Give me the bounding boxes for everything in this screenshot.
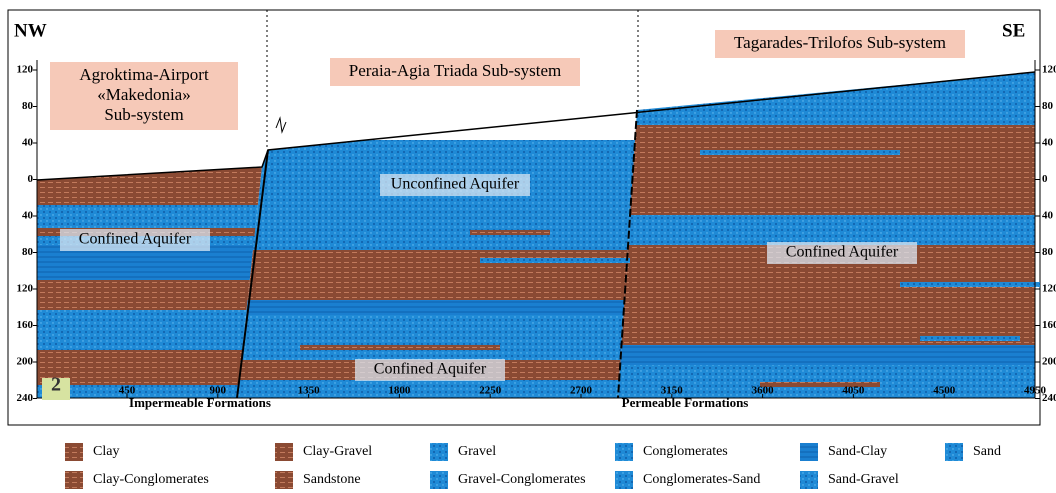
aquifer-label: Confined Aquifer bbox=[374, 361, 487, 378]
x-tick-label: 3600 bbox=[752, 385, 775, 397]
legend-label: Conglomerates bbox=[643, 444, 728, 459]
legend-swatch bbox=[275, 443, 293, 461]
x-tick-label: 2700 bbox=[570, 385, 593, 397]
legend-swatch bbox=[800, 443, 818, 461]
subsystem-label: Agroktima-Airport bbox=[79, 65, 209, 84]
formation-group: Impermeable Formations bbox=[129, 395, 271, 410]
y-tick-label: 40 bbox=[22, 137, 34, 149]
y-tick-label: 200 bbox=[1042, 356, 1056, 368]
y-tick-label: 80 bbox=[1042, 100, 1054, 112]
y-tick-label: 120 bbox=[1042, 64, 1056, 76]
legend-swatch bbox=[945, 443, 963, 461]
x-tick-label: 2250 bbox=[479, 385, 502, 397]
x-tick-label: 4500 bbox=[933, 385, 956, 397]
lens bbox=[700, 150, 900, 155]
legend-swatch bbox=[430, 471, 448, 489]
aquifer-label: Confined Aquifer bbox=[79, 231, 192, 248]
subsystem-label: Sub-system bbox=[104, 105, 183, 124]
x-tick-label: 900 bbox=[210, 385, 227, 397]
lens bbox=[670, 325, 800, 330]
legend-label: Clay bbox=[93, 444, 119, 459]
lens bbox=[480, 258, 630, 263]
legend-label: Sandstone bbox=[303, 472, 361, 487]
subsystem-label: Tagarades-Trilofos Sub-system bbox=[734, 33, 946, 52]
panel-number: 2 bbox=[51, 374, 61, 396]
y-tick-label: 160 bbox=[1042, 319, 1056, 331]
legend-swatch bbox=[615, 471, 633, 489]
legend-label: Gravel-Conglomerates bbox=[458, 472, 586, 487]
lens bbox=[900, 282, 1040, 287]
x-tick-label: 450 bbox=[119, 385, 136, 397]
lens bbox=[650, 262, 730, 267]
x-tick-label: 1800 bbox=[388, 385, 411, 397]
legend-swatch bbox=[65, 443, 83, 461]
x-tick-label: 4050 bbox=[842, 385, 865, 397]
formation-group: Permeable Formations bbox=[622, 395, 749, 410]
y-tick-label: 40 bbox=[1042, 137, 1054, 149]
direction: NW bbox=[14, 20, 47, 41]
legend-swatch bbox=[430, 443, 448, 461]
legend-label: Clay-Gravel bbox=[303, 444, 372, 459]
y-tick-label: 40 bbox=[1042, 210, 1054, 222]
y-tick-label: 0 bbox=[1042, 173, 1048, 185]
y-tick-label: 80 bbox=[22, 100, 34, 112]
direction: SE bbox=[1002, 20, 1025, 41]
legend-swatch bbox=[275, 471, 293, 489]
lens bbox=[470, 230, 550, 235]
x-tick-label: 4950 bbox=[1024, 385, 1047, 397]
legend-swatch bbox=[800, 471, 818, 489]
legend-label: Sand-Gravel bbox=[828, 472, 899, 487]
y-tick-label: 40 bbox=[22, 210, 34, 222]
lens bbox=[920, 336, 1020, 341]
y-tick-label: 120 bbox=[17, 64, 34, 76]
cross-section: NW SE 2 Impermeable Formations Permeable… bbox=[0, 0, 1056, 493]
lens bbox=[780, 230, 940, 235]
lens bbox=[60, 200, 150, 205]
y-tick-label: 0 bbox=[28, 173, 34, 185]
legend-label: Clay-Conglomerates bbox=[93, 472, 209, 487]
x-tick-label: 3150 bbox=[661, 385, 684, 397]
legend-label: Sand bbox=[973, 444, 1001, 459]
y-tick-label: 120 bbox=[17, 283, 34, 295]
legend-label: Conglomerates-Sand bbox=[643, 472, 760, 487]
y-tick-label: 120 bbox=[1042, 283, 1056, 295]
subsystem-label: Peraia-Agia Triada Sub-system bbox=[349, 61, 561, 80]
fault-symbol bbox=[276, 118, 286, 132]
legend-swatch bbox=[65, 471, 83, 489]
lens bbox=[330, 196, 450, 201]
y-tick-label: 80 bbox=[1042, 246, 1054, 258]
y-tick-label: 200 bbox=[17, 356, 34, 368]
x-tick-label: 1350 bbox=[298, 385, 321, 397]
y-tick-label: 160 bbox=[17, 319, 34, 331]
legend-label: Gravel bbox=[458, 444, 496, 459]
legend-swatch bbox=[615, 443, 633, 461]
lens bbox=[300, 345, 500, 350]
subsystem-label: «Makedonia» bbox=[97, 85, 190, 104]
aquifer-label: Confined Aquifer bbox=[786, 244, 899, 261]
aquifer-label: Unconfined Aquifer bbox=[391, 176, 520, 193]
y-tick-label: 240 bbox=[17, 392, 34, 404]
legend-label: Sand-Clay bbox=[828, 444, 887, 459]
y-tick-label: 80 bbox=[22, 246, 34, 258]
